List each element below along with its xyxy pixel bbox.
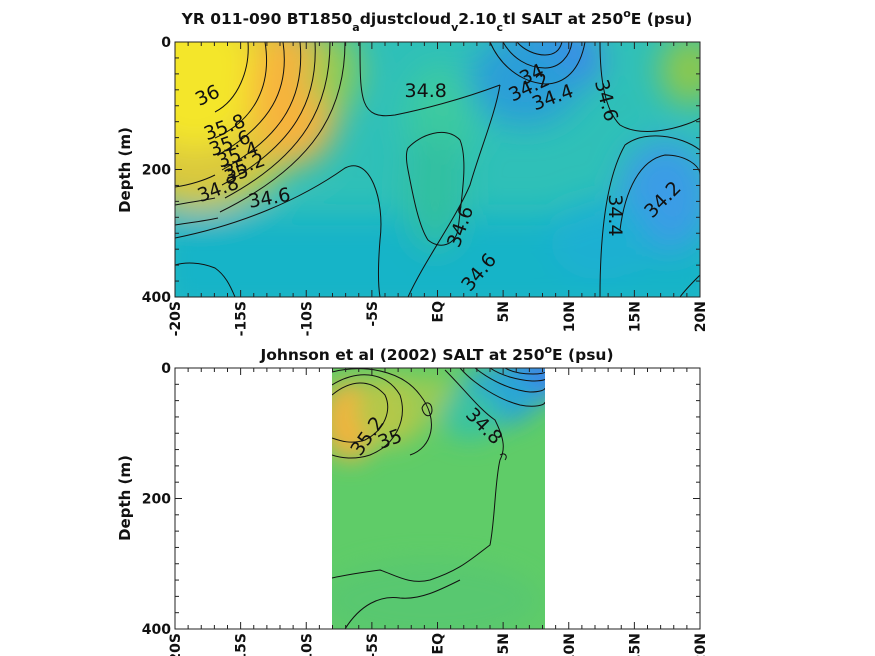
top-contours: [175, 42, 700, 297]
x-tick-label: -20S: [168, 301, 184, 336]
top-heatmap: [175, 42, 700, 297]
x-tick-label: 5N: [496, 633, 512, 654]
x-tick-label: -20S: [168, 633, 184, 656]
x-tick-label: 15N: [627, 633, 643, 656]
x-tick-label: EQ: [431, 633, 447, 655]
bottom-heatmap: [332, 368, 545, 629]
top-y-axis-label: Depth (m): [116, 127, 134, 213]
y-tick-label: 200: [142, 492, 171, 508]
x-tick-label: 10N: [562, 633, 578, 656]
bottom-y-axis-label: Depth (m): [116, 455, 134, 541]
x-tick-label: EQ: [431, 301, 447, 323]
x-tick-label: -15S: [234, 301, 250, 336]
bottom-y-tick-labels: 0 200 400: [142, 361, 171, 638]
top-y-tick-labels: 0 200 400: [142, 35, 171, 306]
x-tick-label: 10N: [562, 301, 578, 332]
x-tick-label: 5N: [496, 301, 512, 322]
x-tick-label: -10S: [299, 301, 315, 336]
x-tick-label: -5S: [365, 301, 381, 327]
y-tick-label: 200: [142, 163, 171, 179]
x-tick-label: 15N: [627, 301, 643, 332]
x-tick-label: -5S: [365, 633, 381, 656]
contour-label: 34.8: [405, 80, 447, 102]
x-tick-label: -10S: [299, 633, 315, 656]
bottom-title: Johnson et al (2002) SALT at 250oE (psu): [259, 343, 613, 364]
y-tick-label: 400: [142, 290, 171, 306]
top-ticks: [174, 41, 701, 298]
y-tick-label: 0: [161, 35, 171, 51]
bottom-ticks: [174, 367, 701, 630]
bottom-panel: 35.235 34.8 -20S -15S -10S -5S EQ 5N 10N 15N 20N …: [116, 343, 709, 656]
top-x-tick-labels: -20S -15S -10S -5S EQ 5N 10N 15N 20N: [168, 301, 709, 336]
contour-label: 34.4: [604, 194, 626, 236]
y-tick-label: 0: [161, 361, 171, 377]
x-tick-label: 20N: [693, 301, 709, 332]
x-tick-label: -15S: [234, 633, 250, 656]
bottom-contours: [332, 368, 545, 629]
x-tick-label: 20N: [693, 633, 709, 656]
top-title: YR 011-090 BT1850adjustcloudv2.10ctl SAL…: [181, 7, 693, 34]
y-tick-label: 400: [142, 622, 171, 638]
bottom-x-tick-labels: -20S -15S -10S -5S EQ 5N 10N 15N 20N: [168, 633, 709, 656]
